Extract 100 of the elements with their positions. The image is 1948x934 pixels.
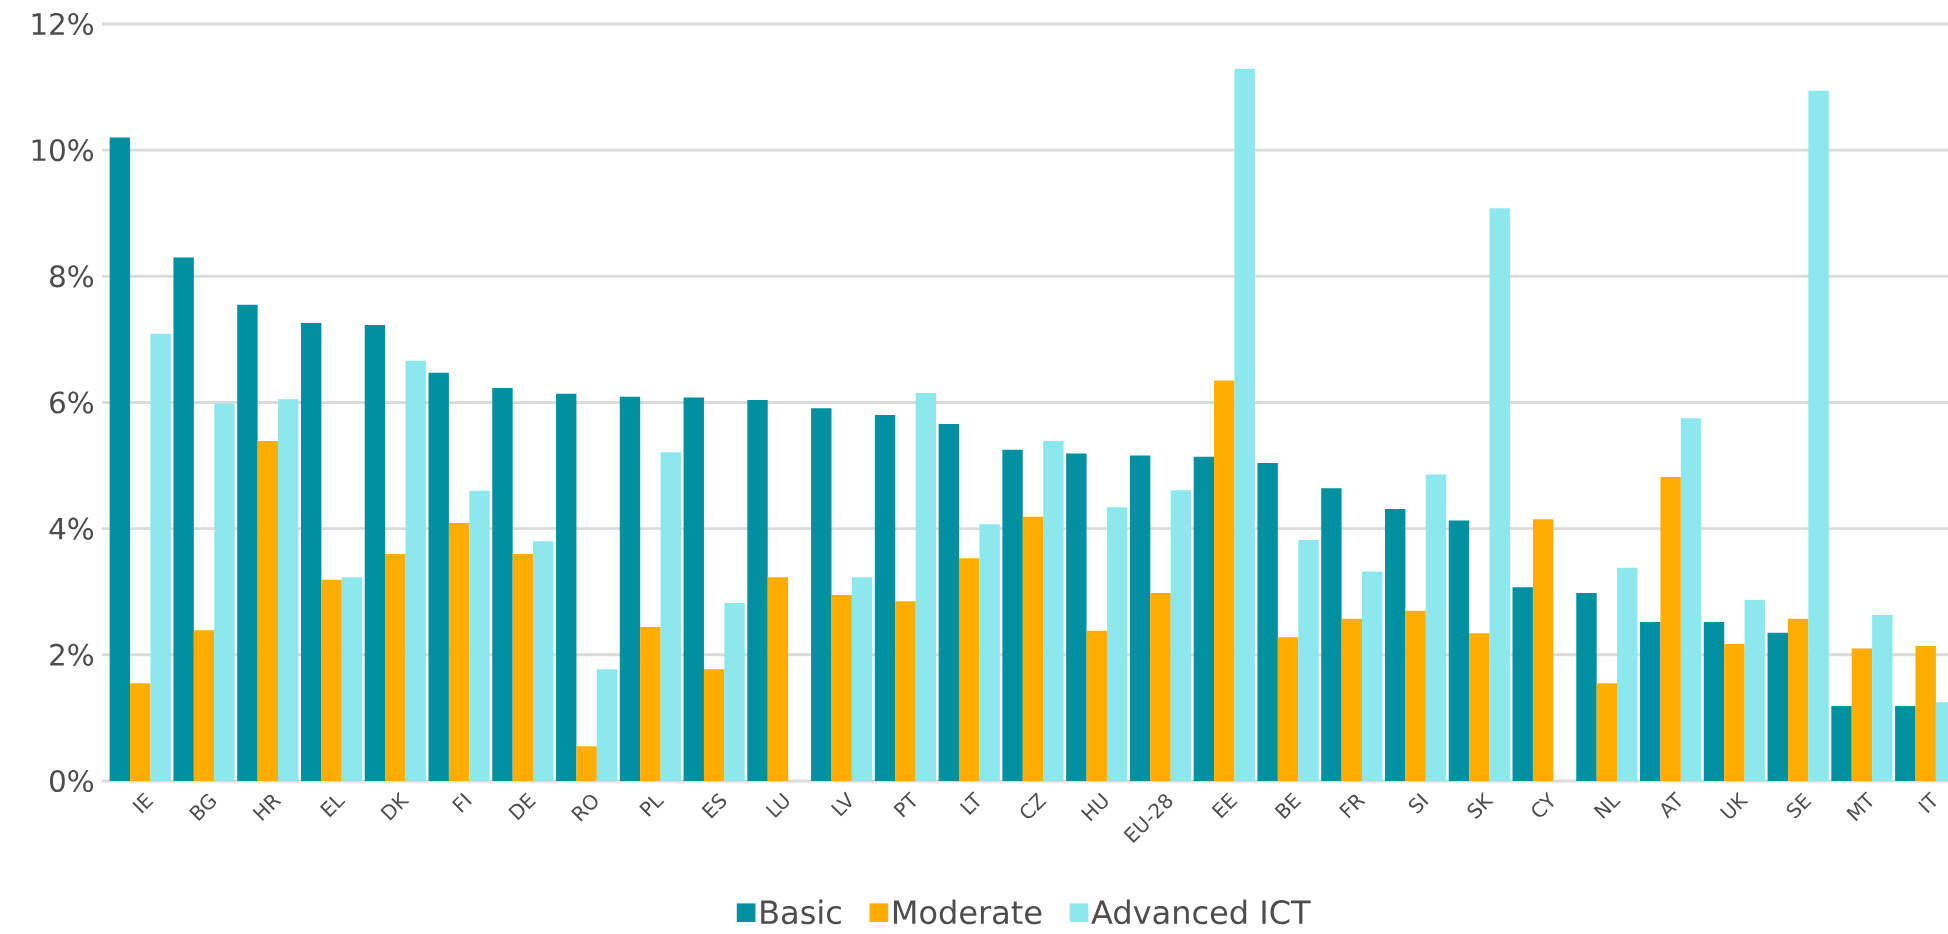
x-tick-label: PL xyxy=(639,796,665,817)
bar xyxy=(596,669,618,781)
y-tick-label: 8% xyxy=(50,265,94,288)
x-tick-label: SE xyxy=(1786,792,1812,819)
y-tick-label: 4% xyxy=(49,517,94,540)
legend-label: Moderate xyxy=(893,899,1042,925)
bar xyxy=(1831,705,1852,781)
x-tick-label: ES xyxy=(701,793,727,819)
x-tick-label: LT xyxy=(959,791,980,815)
bar xyxy=(1341,618,1363,781)
bar xyxy=(237,304,258,781)
bar xyxy=(895,601,916,781)
bar xyxy=(1277,637,1299,781)
bar xyxy=(1002,449,1023,781)
bar xyxy=(767,577,789,781)
bar xyxy=(428,372,449,781)
x-tick-label: IT xyxy=(1918,791,1937,814)
x-tick-label: AT xyxy=(1661,791,1682,819)
bar xyxy=(1257,463,1278,781)
bar xyxy=(915,393,937,781)
x-tick-label: CY xyxy=(1532,791,1554,817)
bar xyxy=(1170,490,1192,781)
x-tick-label: BG xyxy=(188,793,217,821)
bar xyxy=(278,399,299,781)
x-tick-label: EE xyxy=(1211,792,1238,819)
bar xyxy=(300,323,322,781)
bar xyxy=(257,440,279,781)
legend-label: Basic xyxy=(761,899,841,925)
x-tick-label: FR xyxy=(1339,794,1366,819)
bar xyxy=(150,333,171,781)
bar xyxy=(1532,519,1554,781)
bar xyxy=(1617,567,1638,781)
x-tick-label: HR xyxy=(252,794,282,821)
x-tick-label: DK xyxy=(380,791,410,821)
x-tick-label: LU xyxy=(765,792,789,818)
bar xyxy=(1425,474,1447,781)
bar xyxy=(364,324,386,781)
bar xyxy=(1596,683,1618,781)
bar xyxy=(1086,630,1107,781)
bar xyxy=(619,396,641,781)
bar xyxy=(448,522,470,781)
bar xyxy=(385,553,406,781)
bar xyxy=(1640,622,1661,781)
bar xyxy=(851,577,873,781)
x-tick-label: UK xyxy=(1719,791,1749,819)
bar xyxy=(1214,380,1235,781)
bar xyxy=(724,603,745,781)
bar xyxy=(1787,618,1809,781)
bar xyxy=(341,577,363,781)
bar xyxy=(1405,610,1426,781)
bar xyxy=(1129,455,1151,781)
bar xyxy=(1724,644,1745,781)
bar xyxy=(874,415,896,781)
bar xyxy=(109,137,131,781)
legend-label: Advanced ICT xyxy=(1091,899,1311,925)
bar xyxy=(703,669,725,781)
x-tick-label: EL xyxy=(319,796,346,818)
bar xyxy=(1384,509,1406,781)
x-tick-label: NL xyxy=(1593,796,1621,819)
x-tick-label: HU xyxy=(1080,792,1108,822)
x-tick-label: CZ xyxy=(1020,792,1047,819)
bar xyxy=(1321,488,1342,781)
bar xyxy=(747,399,768,781)
bar xyxy=(173,257,194,781)
bar xyxy=(683,397,704,781)
bar xyxy=(1767,632,1788,781)
x-tick-label: FI xyxy=(451,792,472,813)
x-tick-label: RO xyxy=(571,794,598,822)
bar xyxy=(1680,418,1702,781)
bar xyxy=(979,524,1000,781)
x-tick-label: MT xyxy=(1846,791,1873,822)
bar xyxy=(811,408,832,781)
x-tick-label: SI xyxy=(1408,792,1429,814)
bar xyxy=(1150,593,1171,781)
bar xyxy=(1851,648,1873,781)
x-tick-label: BE xyxy=(1274,792,1302,819)
x-tick-label: LV xyxy=(830,791,852,817)
x-tick-label: DE xyxy=(508,792,537,821)
bar xyxy=(576,746,597,781)
bar xyxy=(1660,476,1681,781)
bar xyxy=(556,393,577,781)
y-tick-label: 6% xyxy=(50,391,94,414)
bar xyxy=(469,490,490,781)
y-tick-label: 10% xyxy=(32,139,94,162)
bar xyxy=(1872,615,1893,781)
bar xyxy=(1193,456,1215,781)
bar xyxy=(1234,68,1255,781)
bar xyxy=(1512,587,1533,781)
x-tick-label: PT xyxy=(893,791,916,818)
bar xyxy=(193,630,215,781)
bar xyxy=(214,403,235,781)
bar xyxy=(1469,633,1490,781)
bar xyxy=(533,541,554,781)
y-tick-label: 12% xyxy=(32,12,94,36)
bar xyxy=(1448,520,1470,781)
bar xyxy=(660,452,681,781)
bar xyxy=(1106,507,1128,781)
bar xyxy=(1703,622,1725,781)
bar xyxy=(321,579,342,781)
bar xyxy=(405,360,426,781)
